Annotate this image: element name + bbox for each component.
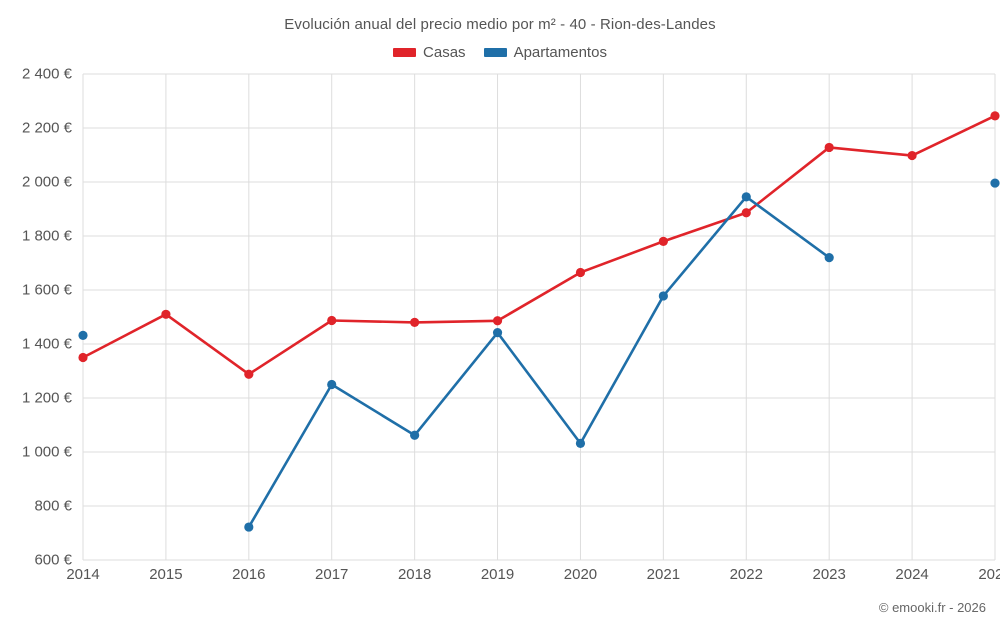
plot-area bbox=[78, 73, 1000, 561]
legend-swatch-apartamentos bbox=[483, 48, 507, 57]
data-point[interactable] bbox=[907, 150, 917, 161]
data-point[interactable] bbox=[410, 430, 420, 440]
data-point[interactable] bbox=[990, 178, 1000, 188]
data-point[interactable] bbox=[244, 369, 254, 379]
x-axis-tick-label: 2015 bbox=[149, 566, 183, 583]
y-axis-tick-label: 600 € bbox=[34, 551, 72, 569]
y-axis-tick-labels: 600 € 800 € 1 000 € 1 200 € 1 400 € 1 600 € 1 … bbox=[0, 66, 72, 569]
x-axis-tick-labels: 2014 2015 2016 2017 2018 2019 2020 2021 2022 2023… bbox=[66, 566, 1000, 590]
y-axis-tick-label: 2 200 € bbox=[21, 119, 72, 137]
x-axis-tick-label: 2024 bbox=[895, 566, 929, 583]
y-axis-tick-label: 2 400 € bbox=[21, 65, 72, 83]
data-point[interactable] bbox=[244, 522, 254, 532]
y-axis-tick-label: 1 600 € bbox=[21, 281, 72, 299]
x-axis-tick-label: 2021 bbox=[646, 566, 681, 583]
data-point[interactable] bbox=[492, 328, 503, 338]
x-axis-tick-label: 2014 bbox=[66, 566, 100, 583]
y-axis-tick-label: 1 400 € bbox=[21, 335, 72, 353]
y-axis-tick-label: 1 200 € bbox=[21, 389, 72, 407]
data-point[interactable] bbox=[327, 379, 337, 390]
chart-title: Evolución anual del precio medio por m² … bbox=[284, 16, 716, 33]
data-point[interactable] bbox=[575, 438, 586, 448]
y-axis-tick-label: 800 € bbox=[34, 497, 72, 515]
y-axis-tick-label: 1 000 € bbox=[21, 443, 72, 461]
x-axis-tick-label: 2019 bbox=[480, 566, 515, 583]
data-point[interactable] bbox=[990, 111, 1000, 121]
y-axis-tick-label: 2 000 € bbox=[21, 173, 72, 191]
legend-swatch-casas bbox=[393, 48, 417, 57]
series-line-apartamentos bbox=[247, 195, 831, 529]
x-axis-tick-label: 2023 bbox=[812, 566, 846, 583]
data-point[interactable] bbox=[161, 309, 171, 319]
x-axis-tick-label: 2017 bbox=[315, 566, 349, 583]
series-line-casas bbox=[81, 114, 997, 376]
data-point[interactable] bbox=[741, 192, 751, 202]
legend-label-apartamentos: Apartamentos bbox=[513, 44, 607, 61]
legend-item-apartamentos[interactable]: Apartamentos bbox=[483, 44, 607, 61]
data-point[interactable] bbox=[78, 330, 88, 340]
chart-series-layer bbox=[78, 111, 1000, 532]
copyright-footer: © emooki.fr - 2026 bbox=[878, 600, 986, 615]
data-point[interactable] bbox=[741, 208, 751, 218]
chart-legend: Casas Apartamentos bbox=[0, 44, 1000, 61]
x-axis-tick-label: 2020 bbox=[563, 566, 598, 583]
data-point[interactable] bbox=[327, 315, 337, 326]
data-point[interactable] bbox=[824, 253, 834, 263]
data-point[interactable] bbox=[658, 236, 668, 246]
x-axis-tick-label: 2022 bbox=[729, 566, 763, 583]
x-axis-tick-label: 2016 bbox=[232, 566, 266, 583]
data-point[interactable] bbox=[658, 291, 668, 301]
x-axis-tick-label: 2018 bbox=[397, 566, 432, 583]
data-point[interactable] bbox=[410, 317, 420, 327]
y-axis-tick-label: 1 800 € bbox=[21, 227, 72, 245]
data-point[interactable] bbox=[824, 142, 834, 153]
data-point[interactable] bbox=[492, 316, 503, 326]
legend-item-casas[interactable]: Casas bbox=[393, 44, 466, 61]
x-axis-tick-label: 2025 bbox=[978, 566, 1000, 583]
legend-label-casas: Casas bbox=[423, 44, 466, 61]
data-point[interactable] bbox=[78, 352, 88, 363]
data-point[interactable] bbox=[575, 267, 586, 278]
